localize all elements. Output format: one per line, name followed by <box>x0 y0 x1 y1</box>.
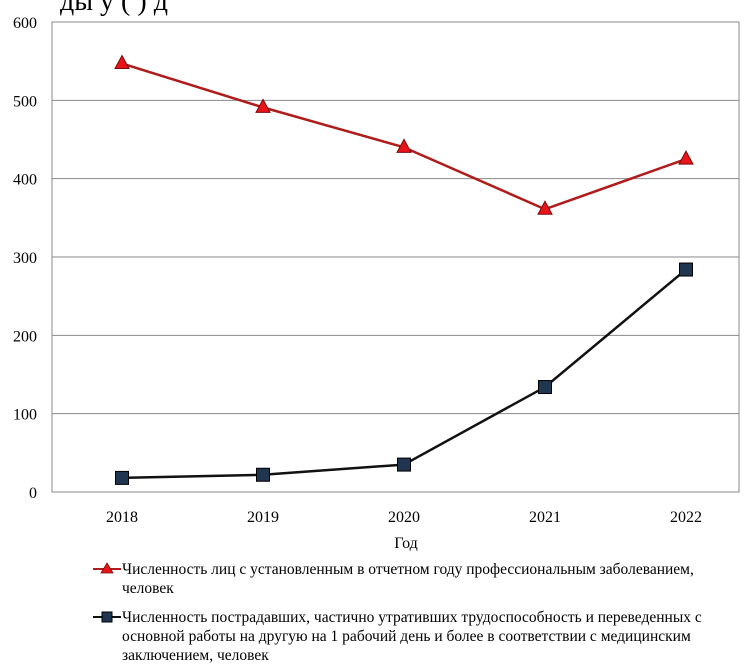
series-1-point-2020 <box>396 138 412 153</box>
series-1-line <box>121 62 687 211</box>
series-2-line <box>121 268 687 480</box>
series-2-point-2021 <box>538 380 552 395</box>
legend-triangle-marker <box>93 562 121 574</box>
x-tick-label-2019: 2019 <box>247 509 279 526</box>
y-tick-label-100: 100 <box>13 407 37 424</box>
series-1-point-2021 <box>537 200 553 215</box>
x-tick-label-2021: 2021 <box>529 509 561 526</box>
legend-square-marker <box>93 611 121 623</box>
series-2-point-2019 <box>256 467 270 482</box>
y-tick-label-300: 300 <box>13 250 37 267</box>
series-1-point-2018 <box>114 54 130 70</box>
y-tick-label-500: 500 <box>13 93 37 110</box>
y-axis-ticks: 0 100 200 300 400 500 600 <box>13 15 37 502</box>
line-chart: 0 100 200 300 400 500 600 2018 2019 2020 2021 2022… <box>13 15 740 552</box>
x-tick-label-2022: 2022 <box>670 509 702 526</box>
series-2-point-2018 <box>115 470 129 485</box>
series-1-point-2019 <box>255 98 271 113</box>
legend-label-series-1: Численность лиц с установленным в отчетн… <box>122 561 694 597</box>
series-layer <box>114 54 694 485</box>
y-tick-label-200: 200 <box>13 328 37 345</box>
y-tick-label-0: 0 <box>29 485 37 502</box>
y-tick-label-400: 400 <box>13 172 37 189</box>
legend-item-series-1: Численность лиц с установленным в отчетн… <box>92 560 742 598</box>
x-axis-ticks: 2018 2019 2020 2021 2022 <box>106 509 702 526</box>
y-tick-label-600: 600 <box>13 15 37 32</box>
x-tick-label-2020: 2020 <box>388 509 420 526</box>
legend: Численность лиц с установленным в отчетн… <box>92 560 742 665</box>
series-1-point-2022 <box>678 150 694 165</box>
gridlines <box>51 21 740 493</box>
legend-item-series-2: Численность пострадавших, частично утрат… <box>92 608 742 665</box>
x-axis-label: Год <box>394 535 418 552</box>
series-2-point-2020 <box>397 457 411 472</box>
x-tick-label-2018: 2018 <box>106 509 138 526</box>
legend-label-series-2: Численность пострадавших, частично утрат… <box>122 609 702 664</box>
series-2-point-2022 <box>679 262 693 277</box>
cut-off-heading: ды у ( ) д <box>60 0 168 17</box>
